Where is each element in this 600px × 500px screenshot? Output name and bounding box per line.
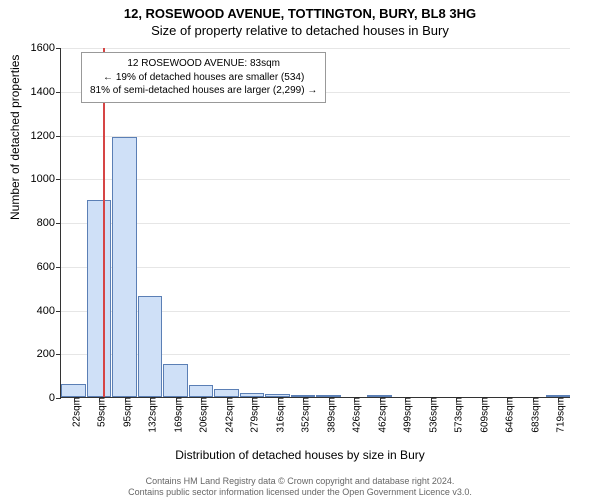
annotation-line-1: 12 ROSEWOOD AVENUE: 83sqm <box>90 57 317 71</box>
x-tick-label: 132sqm <box>142 397 159 433</box>
y-tick-mark <box>56 223 61 224</box>
annotation-box: 12 ROSEWOOD AVENUE: 83sqm ← 19% of detac… <box>81 52 326 103</box>
gridline <box>61 136 570 137</box>
y-tick-mark <box>56 398 61 399</box>
histogram-bar <box>214 389 239 397</box>
histogram-bar <box>112 137 137 397</box>
y-tick-mark <box>56 48 61 49</box>
x-tick-mark <box>329 397 330 402</box>
x-tick-mark <box>99 397 100 402</box>
y-tick-mark <box>56 354 61 355</box>
x-tick-mark <box>533 397 534 402</box>
x-axis-label: Distribution of detached houses by size … <box>0 448 600 462</box>
x-tick-mark <box>303 397 304 402</box>
gridline <box>61 223 570 224</box>
x-tick-mark <box>150 397 151 402</box>
x-tick-mark <box>354 397 355 402</box>
x-tick-mark <box>201 397 202 402</box>
x-tick-mark <box>125 397 126 402</box>
x-tick-label: 316sqm <box>269 397 286 433</box>
x-tick-mark <box>558 397 559 402</box>
y-tick-mark <box>56 311 61 312</box>
x-tick-label: 169sqm <box>167 397 184 433</box>
x-tick-label: 389sqm <box>320 397 337 433</box>
x-tick-label: 536sqm <box>422 397 439 433</box>
x-tick-label: 352sqm <box>295 397 312 433</box>
plot-area: 0200400600800100012001400160022sqm59sqm9… <box>60 48 570 398</box>
annotation-line-2: ← 19% of detached houses are smaller (53… <box>90 71 317 85</box>
gridline <box>61 267 570 268</box>
y-tick-mark <box>56 267 61 268</box>
gridline <box>61 48 570 49</box>
x-tick-label: 646sqm <box>499 397 516 433</box>
x-tick-mark <box>176 397 177 402</box>
x-tick-mark <box>507 397 508 402</box>
chart-footer: Contains HM Land Registry data © Crown c… <box>0 476 600 499</box>
x-tick-mark <box>380 397 381 402</box>
y-tick-mark <box>56 92 61 93</box>
chart-title-main: 12, ROSEWOOD AVENUE, TOTTINGTON, BURY, B… <box>0 0 600 21</box>
chart-container: 12, ROSEWOOD AVENUE, TOTTINGTON, BURY, B… <box>0 0 600 500</box>
histogram-bar <box>163 364 188 397</box>
x-tick-mark <box>278 397 279 402</box>
x-tick-label: 426sqm <box>346 397 363 433</box>
x-tick-mark <box>482 397 483 402</box>
x-tick-mark <box>252 397 253 402</box>
annotation-line-3: 81% of semi-detached houses are larger (… <box>90 84 317 98</box>
x-tick-label: 573sqm <box>448 397 465 433</box>
histogram-bar <box>189 385 214 397</box>
x-tick-mark <box>405 397 406 402</box>
footer-line-2: Contains public sector information licen… <box>0 487 600 498</box>
x-tick-label: 609sqm <box>473 397 490 433</box>
histogram-bar <box>87 200 112 397</box>
x-tick-label: 206sqm <box>193 397 210 433</box>
x-tick-mark <box>431 397 432 402</box>
gridline <box>61 179 570 180</box>
y-tick-mark <box>56 136 61 137</box>
y-tick-mark <box>56 179 61 180</box>
y-axis-label: Number of detached properties <box>8 55 22 220</box>
x-tick-label: 683sqm <box>524 397 541 433</box>
chart-title-sub: Size of property relative to detached ho… <box>0 21 600 38</box>
x-tick-label: 242sqm <box>218 397 235 433</box>
histogram-bar <box>61 384 86 397</box>
x-tick-label: 499sqm <box>397 397 414 433</box>
x-tick-label: 462sqm <box>371 397 388 433</box>
x-tick-label: 279sqm <box>244 397 261 433</box>
x-tick-label: 719sqm <box>550 397 567 433</box>
x-tick-mark <box>227 397 228 402</box>
x-tick-mark <box>456 397 457 402</box>
x-tick-mark <box>74 397 75 402</box>
histogram-bar <box>138 296 163 397</box>
footer-line-1: Contains HM Land Registry data © Crown c… <box>0 476 600 487</box>
